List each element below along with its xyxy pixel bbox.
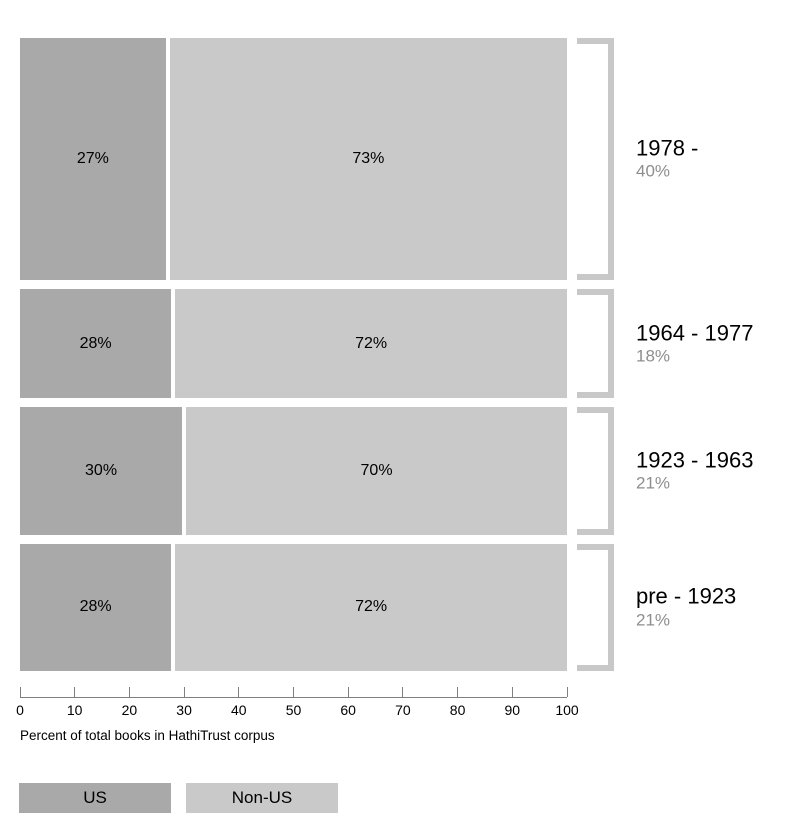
- nonus-segment: 72%: [175, 543, 567, 671]
- legend-item-nonus: Non-US: [186, 783, 338, 813]
- us-segment: 27%: [20, 38, 166, 281]
- us-segment-label: 30%: [85, 462, 118, 480]
- row-label: 1978 - 40%: [636, 136, 698, 183]
- axis-tick: [238, 687, 240, 697]
- axis-tick: [402, 687, 404, 697]
- axis-tick-label: 90: [504, 702, 521, 718]
- mosaic-row-1978: 27% 73% 1978 - 40%: [20, 38, 698, 281]
- mosaic-row-1964-1977: 28% 72% 1964 - 1977 18%: [20, 289, 753, 399]
- legend: US Non-US: [19, 783, 338, 813]
- row-bracket: [577, 407, 614, 535]
- legend-label-us: US: [83, 788, 107, 807]
- axis-tick: [128, 687, 130, 697]
- us-segment-label: 28%: [79, 334, 112, 352]
- axis-tick-label: 100: [555, 702, 579, 718]
- us-segment: 28%: [20, 543, 172, 671]
- nonus-segment-label: 70%: [360, 462, 393, 480]
- nonus-segment: 70%: [186, 407, 567, 535]
- axis-tick-label: 40: [231, 702, 247, 718]
- period-label: 1978 -: [636, 135, 699, 161]
- axis-tick: [19, 687, 21, 697]
- axis-tick-label: 30: [176, 702, 192, 718]
- axis-tick: [74, 687, 76, 697]
- x-axis: 0 10 20 30 40 50 60 70 80 90 100: [16, 687, 579, 718]
- nonus-segment-label: 72%: [355, 598, 388, 616]
- us-segment-label: 27%: [76, 150, 109, 168]
- row-bracket: [577, 289, 614, 399]
- nonus-segment: 73%: [169, 38, 567, 281]
- period-label: 1964 - 1977: [636, 320, 754, 346]
- mosaic-row-1923-1963: 30% 70% 1923 - 1963 21%: [20, 407, 753, 535]
- plot-area: 27% 73% 1978 - 40% 28% 72% 1964 - 1977 1…: [20, 38, 753, 671]
- us-segment-label: 28%: [79, 598, 112, 616]
- axis-tick-label: 70: [395, 702, 411, 718]
- nonus-segment: 72%: [175, 289, 567, 399]
- row-label: pre - 1923 21%: [636, 584, 736, 631]
- axis-tick-label: 0: [16, 702, 24, 718]
- axis-tick: [511, 687, 513, 697]
- row-bracket: [577, 38, 614, 281]
- axis-tick-label: 10: [66, 702, 83, 718]
- us-segment: 28%: [20, 289, 172, 399]
- corpus-share-label: 18%: [636, 346, 671, 366]
- row-label: 1923 - 1963 21%: [636, 448, 753, 495]
- row-bracket: [577, 543, 614, 671]
- us-segment: 30%: [20, 407, 183, 535]
- axis-tick: [347, 687, 349, 697]
- legend-item-us: US: [19, 783, 171, 813]
- x-axis-title: Percent of total books in HathiTrust cor…: [20, 728, 275, 743]
- axis-tick-label: 60: [340, 702, 356, 718]
- period-label: pre - 1923: [636, 584, 737, 610]
- axis-tick-label: 50: [285, 702, 302, 718]
- axis-tick: [457, 687, 459, 697]
- nonus-segment-label: 73%: [352, 150, 385, 168]
- period-label: 1923 - 1963: [636, 447, 754, 473]
- row-label: 1964 - 1977 18%: [636, 321, 753, 368]
- corpus-share-label: 21%: [636, 610, 671, 630]
- mosaic-row-pre-1923: 28% 72% pre - 1923 21%: [20, 543, 736, 671]
- corpus-share-label: 40%: [636, 162, 671, 182]
- nonus-segment-label: 72%: [355, 334, 388, 352]
- corpus-share-label: 21%: [636, 474, 671, 494]
- axis-tick-label: 20: [121, 702, 138, 718]
- axis-tick: [293, 687, 294, 697]
- axis-tick-label: 80: [449, 702, 466, 718]
- legend-label-nonus: Non-US: [231, 788, 293, 807]
- axis-tick: [183, 687, 185, 697]
- axis-tick: [566, 687, 568, 697]
